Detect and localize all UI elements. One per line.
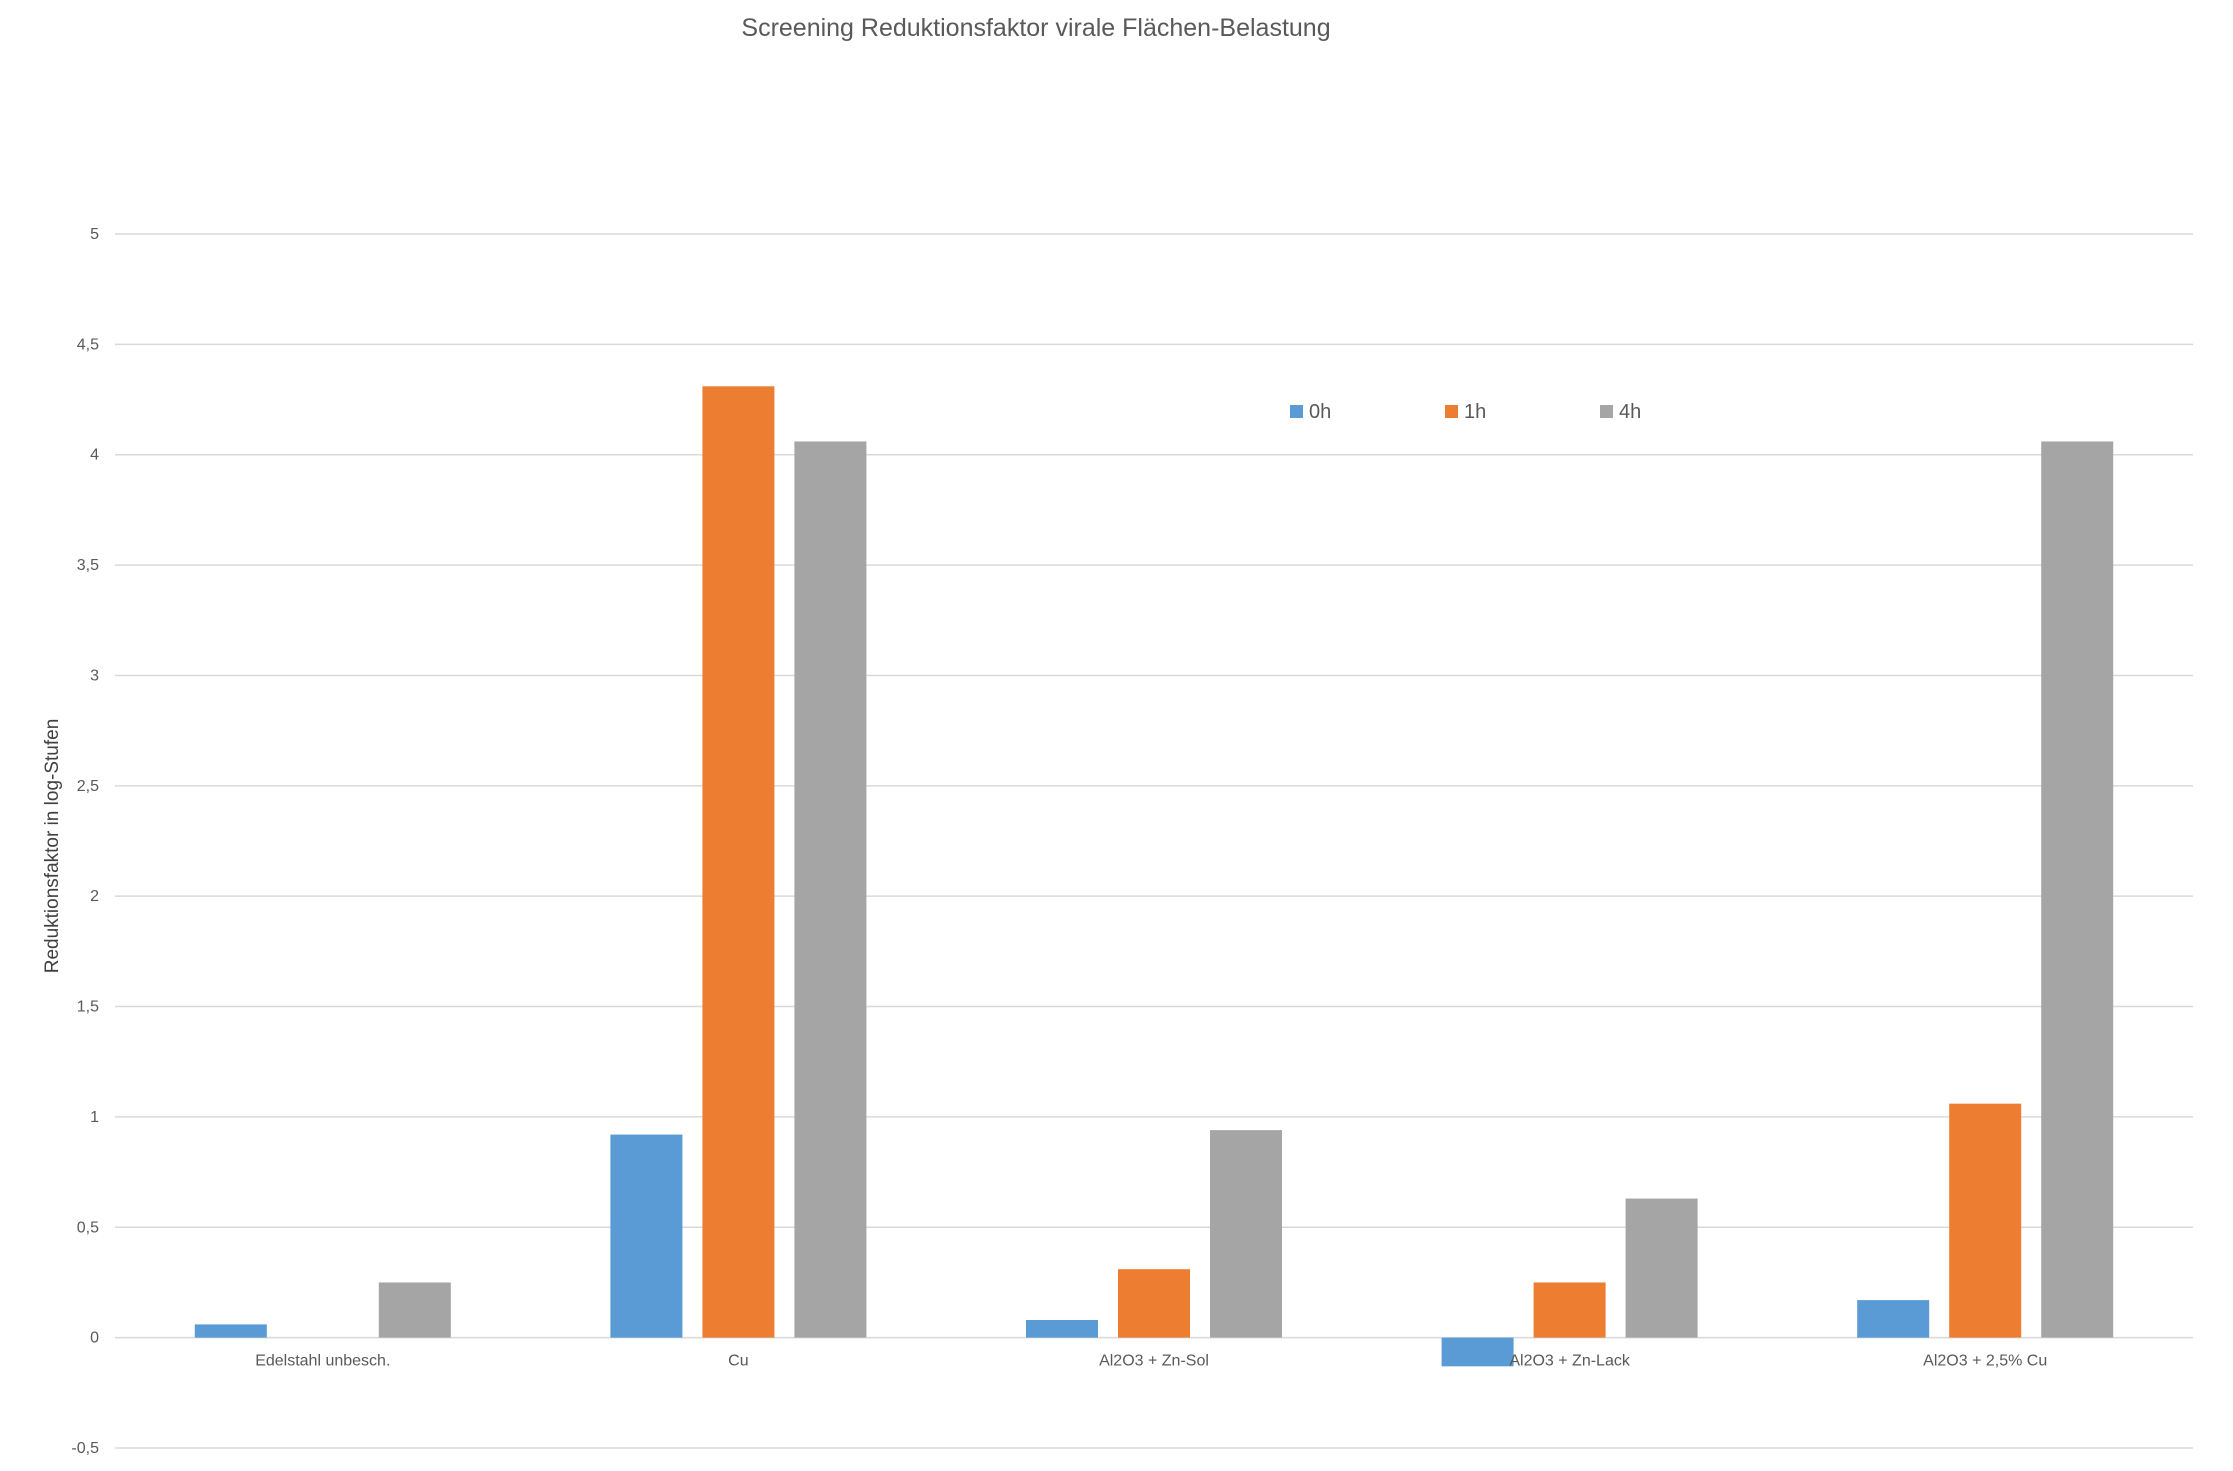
- y-tick-label: -0,5: [71, 1440, 99, 1457]
- y-tick-label: 0: [90, 1330, 99, 1347]
- y-tick-label: 1: [90, 1109, 99, 1126]
- legend-swatch-1h: [1445, 405, 1458, 418]
- y-tick-label: 1,5: [77, 999, 99, 1016]
- bar-0h-2: [1026, 1319, 1098, 1338]
- x-category-label: Al2O3 + 2,5% Cu: [1923, 1353, 2047, 1370]
- chart-title: Screening Reduktionsfaktor virale Fläche…: [741, 14, 1330, 42]
- legend: 0h 1h 4h: [1290, 401, 1641, 423]
- bar-1h-1: [702, 386, 775, 1338]
- bar-1h-3: [1533, 1282, 1606, 1338]
- legend-swatch-0h: [1290, 405, 1303, 418]
- bar-0h-4: [1857, 1300, 1930, 1338]
- y-tick-label: 2,5: [77, 778, 99, 795]
- bar-0h-3: [1441, 1337, 1514, 1367]
- bar-0h-1: [610, 1134, 683, 1338]
- y-tick-label: 4,5: [77, 336, 99, 353]
- x-category-label: Al2O3 + Zn-Lack: [1509, 1353, 1631, 1370]
- bar-4h-4: [2041, 441, 2114, 1338]
- y-tick-label: 2: [90, 888, 99, 905]
- legend-label-1h: 1h: [1464, 401, 1486, 423]
- x-axis-categories: Edelstahl unbesch. Cu Al2O3 + Zn-Sol Al2O3 …: [255, 1353, 2047, 1370]
- x-category-label: Edelstahl unbesch.: [255, 1353, 390, 1370]
- legend-label-4h: 4h: [1619, 401, 1641, 423]
- bar-1h-4: [1949, 1103, 2022, 1338]
- bar-4h-1: [794, 441, 867, 1338]
- legend-label-0h: 0h: [1309, 401, 1331, 423]
- y-axis-ticks: 5 4,5 4 3,5 3 2,5 2 1,5 1 0,5 0 -0,5: [71, 226, 99, 1457]
- bar-4h-3: [1625, 1198, 1698, 1338]
- y-tick-label: 0,5: [77, 1219, 99, 1236]
- legend-swatch-4h: [1600, 405, 1613, 418]
- y-tick-label: 3,5: [77, 557, 99, 574]
- bar-4h-0: [378, 1282, 451, 1338]
- y-tick-label: 4: [90, 447, 99, 464]
- x-category-label: Cu: [728, 1353, 748, 1370]
- y-axis-title: Reduktionsfaktor in log-Stufen: [42, 719, 63, 974]
- bar-4h-2: [1210, 1130, 1282, 1338]
- gridlines: [115, 233, 2193, 1449]
- y-tick-label: 3: [90, 667, 99, 684]
- bar-0h-0: [194, 1324, 267, 1338]
- bars: [194, 386, 2114, 1367]
- x-category-label: Al2O3 + Zn-Sol: [1099, 1353, 1209, 1370]
- y-tick-label: 5: [90, 226, 99, 243]
- bar-1h-2: [1118, 1269, 1190, 1338]
